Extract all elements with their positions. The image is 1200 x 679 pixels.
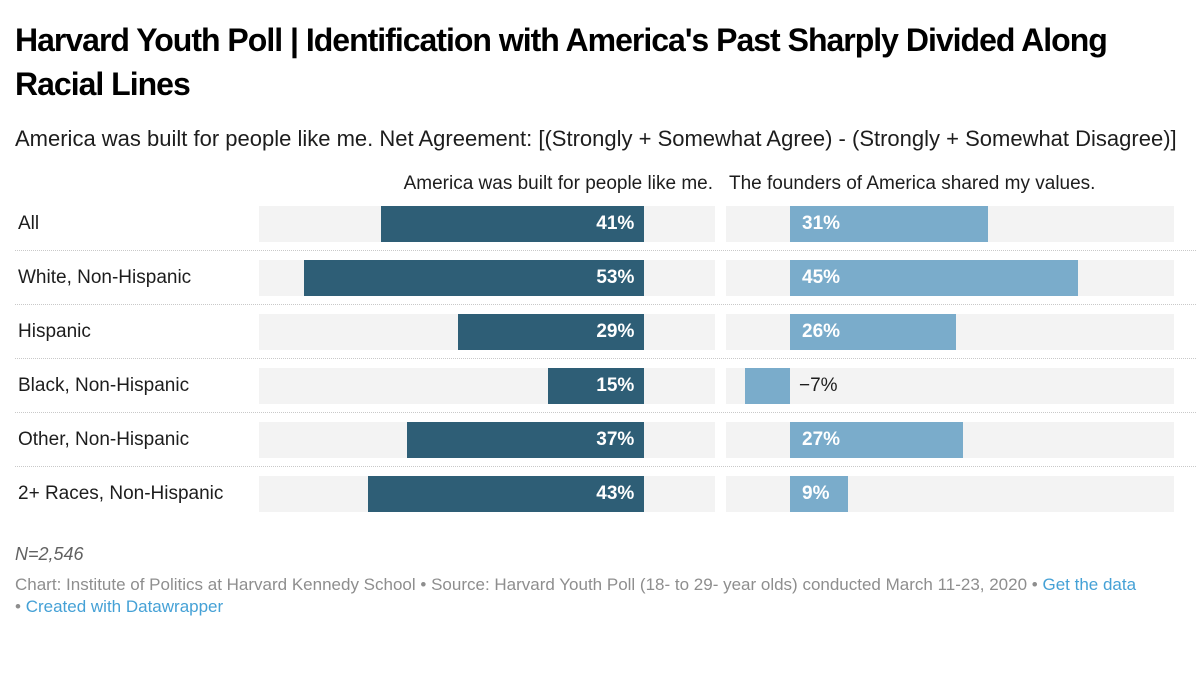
- bar-col2: [745, 368, 790, 404]
- row-label: Hispanic: [18, 321, 91, 342]
- column-header-founders-values: The founders of America shared my values…: [729, 173, 1096, 194]
- bar-track-col1: 29%: [259, 314, 715, 350]
- value-label-outside: −7%: [799, 375, 838, 396]
- column-gap: [715, 422, 726, 458]
- chart-area: America was built for people like me. Th…: [15, 172, 1196, 512]
- bar-track-col1: 15%: [259, 368, 715, 404]
- bar-track-col2: 31%: [726, 206, 1174, 242]
- get-the-data-link[interactable]: Get the data: [1042, 575, 1137, 594]
- datawrapper-credit-link[interactable]: Created with Datawrapper: [25, 597, 224, 616]
- bar-col1: 53%: [303, 260, 645, 296]
- column-gap: [715, 368, 726, 404]
- chart-row: Black, Non-Hispanic 15% −7%: [15, 368, 1196, 413]
- row-label: White, Non-Hispanic: [18, 267, 192, 288]
- column-gap: [715, 206, 726, 242]
- column-header-built-for-me: America was built for people like me.: [403, 173, 713, 194]
- column-headers: America was built for people like me. Th…: [15, 172, 1185, 196]
- chart-footer: Chart: Institute of Politics at Harvard …: [15, 574, 1175, 618]
- bar-track-col1: 53%: [259, 260, 715, 296]
- column-gap: [715, 260, 726, 296]
- bar-col1: 15%: [548, 368, 645, 404]
- row-label: 2+ Races, Non-Hispanic: [18, 483, 224, 504]
- chart-row: Hispanic 29% 26%: [15, 314, 1196, 359]
- chart-subtitle: America was built for people like me. Ne…: [15, 126, 1177, 151]
- column-gap: [715, 476, 726, 512]
- chart-source: Source: Harvard Youth Poll (18- to 29- y…: [431, 575, 1028, 594]
- footer-separator: •: [1031, 575, 1038, 594]
- bar-col2: 31%: [790, 206, 989, 242]
- row-label: Black, Non-Hispanic: [18, 375, 190, 396]
- sample-size-note: N=2,546: [15, 544, 84, 564]
- row-label: Other, Non-Hispanic: [18, 429, 190, 450]
- bar-track-col2: 26%: [726, 314, 1174, 350]
- bar-col1: 37%: [406, 422, 645, 458]
- column-gap: [715, 314, 726, 350]
- chart-title: Harvard Youth Poll | Identification with…: [15, 22, 1108, 102]
- bar-col1: 29%: [458, 314, 645, 350]
- bar-track-col1: 43%: [259, 476, 715, 512]
- row-label: All: [18, 213, 40, 234]
- bar-track-col2: 27%: [726, 422, 1174, 458]
- bar-track-col1: 37%: [259, 422, 715, 458]
- chart-row: Other, Non-Hispanic 37% 27%: [15, 422, 1196, 467]
- bar-col1: 41%: [381, 206, 645, 242]
- chart-row: All 41% 31%: [15, 206, 1196, 251]
- chart-row: 2+ Races, Non-Hispanic 43% 9%: [15, 476, 1185, 512]
- bar-track-col2: 9%: [726, 476, 1174, 512]
- chart-row: White, Non-Hispanic 53% 45%: [15, 260, 1196, 305]
- bar-track-col1: 41%: [259, 206, 715, 242]
- bar-track-col2: 45%: [726, 260, 1174, 296]
- bar-track-col2: −7%: [726, 368, 1174, 404]
- bar-col2: 26%: [790, 314, 957, 350]
- bar-col2: 45%: [790, 260, 1078, 296]
- bar-col1: 43%: [368, 476, 645, 512]
- footer-separator: •: [15, 597, 21, 616]
- chart-rows: All 41% 31% White, Non-Hispanic 53% 45% …: [15, 206, 1196, 512]
- chart-credit: Chart: Institute of Politics at Harvard …: [15, 575, 416, 594]
- footer-separator: •: [420, 575, 427, 594]
- bar-col2: 27%: [790, 422, 963, 458]
- bar-col2: 9%: [790, 476, 848, 512]
